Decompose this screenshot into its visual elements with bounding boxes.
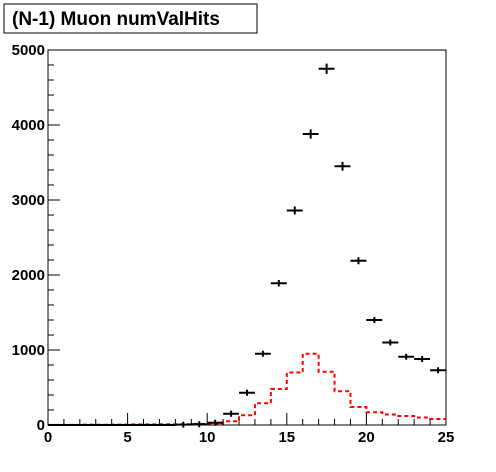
data-point [254,350,271,357]
x-axis: 0 5 10 15 20 25 [44,413,455,446]
data-point [398,353,415,360]
chart-title: (N-1) Muon numValHits [12,9,220,30]
y-tick-label: 1000 [12,342,45,359]
x-tick-label: 5 [123,429,131,446]
data-point [270,279,287,287]
data-point [366,317,383,323]
y-tick-label: 0 [37,417,45,434]
y-axis: 0 1000 2000 3000 4000 5000 [12,42,60,434]
x-tick-label: 10 [199,429,216,446]
series-red-histogram [48,352,446,426]
data-point [286,206,303,215]
data-point [239,389,255,396]
data-point [350,257,367,265]
data-point [302,129,319,139]
data-point [414,356,431,362]
x-tick-label: 0 [44,429,52,446]
x-tick-label: 15 [278,429,295,446]
plot-frame [47,49,447,426]
data-point [334,161,351,171]
data-point [318,63,335,74]
data-point [430,367,446,374]
y-tick-label: 4000 [12,117,45,134]
title-box [3,3,258,34]
y-tick-label: 3000 [12,192,45,209]
data-point [175,421,192,428]
series-black-points [48,63,446,428]
data-point [382,339,399,346]
data-point [207,419,224,426]
y-tick-label: 5000 [12,42,45,59]
data-point [191,421,208,428]
x-tick-label: 25 [438,429,455,446]
data-point [223,410,240,417]
red-histogram-path [48,352,446,426]
y-tick-label: 2000 [12,267,45,284]
x-tick-label: 20 [358,429,375,446]
